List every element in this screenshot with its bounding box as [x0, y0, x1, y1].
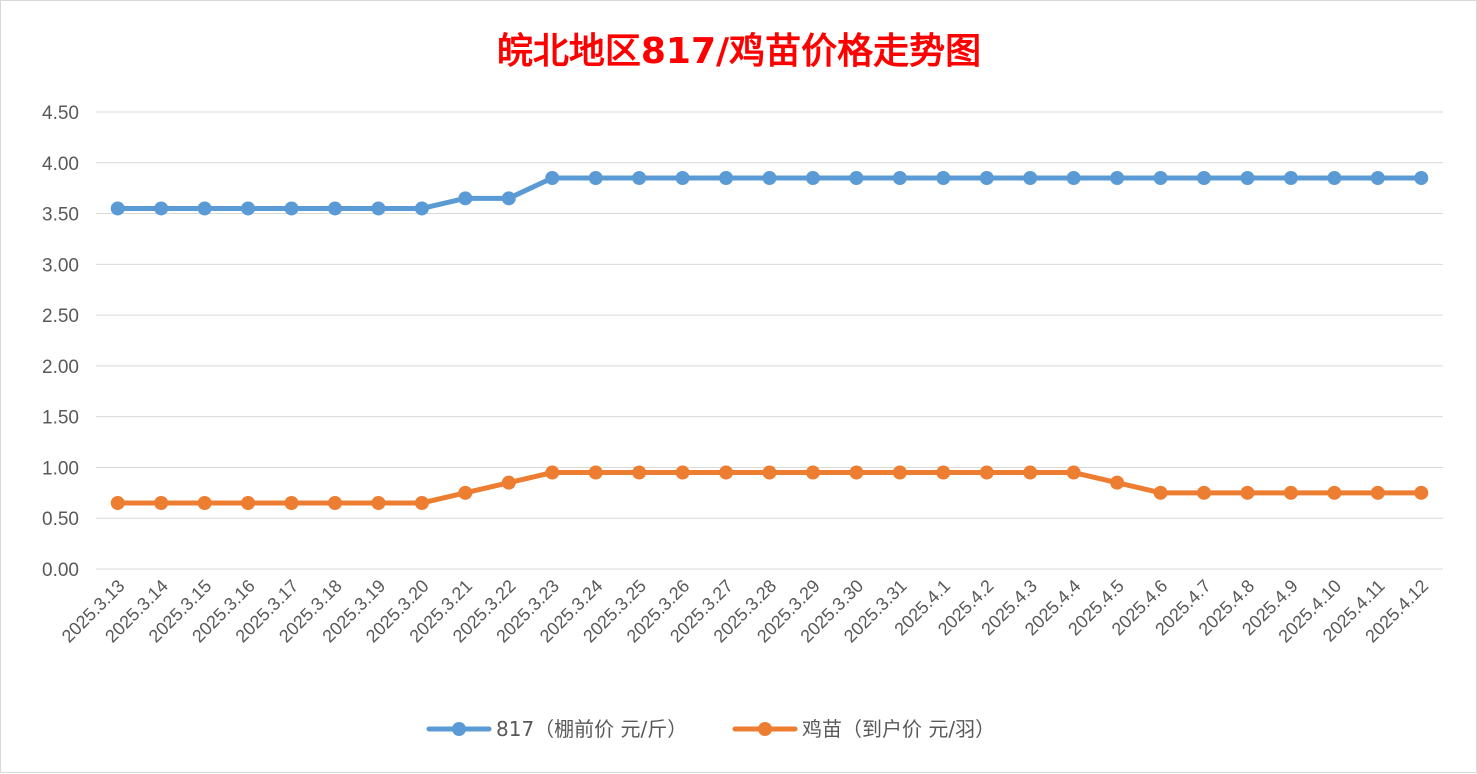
data-point: [892, 171, 907, 186]
data-point: [1023, 171, 1038, 186]
y-tick-label: 1.50: [42, 408, 79, 429]
data-point: [110, 201, 125, 216]
y-axis-ticks: 0.00 0.50 1.00 1.50 2.00 2.50 3.00 3.50 4.00 4.50: [42, 103, 79, 581]
data-point: [1110, 475, 1125, 490]
data-point: [154, 495, 169, 510]
y-tick-label: 0.00: [42, 560, 79, 581]
data-point: [327, 495, 342, 510]
data-point: [1066, 171, 1081, 186]
data-point: [1153, 171, 1168, 186]
data-point: [197, 201, 212, 216]
data-point: [632, 171, 647, 186]
legend-marker: [452, 722, 466, 736]
data-point: [849, 465, 864, 480]
data-point: [241, 201, 256, 216]
data-point: [762, 171, 777, 186]
data-point: [1327, 171, 1342, 186]
data-point: [545, 171, 560, 186]
data-point: [284, 201, 299, 216]
data-point: [110, 495, 125, 510]
data-point: [719, 171, 734, 186]
legend-label: 817（棚前价 元/斤）: [496, 717, 687, 741]
data-point: [1023, 465, 1038, 480]
data-point: [588, 171, 603, 186]
y-tick-label: 1.00: [42, 458, 79, 479]
data-point: [458, 191, 473, 206]
series-group: [110, 171, 1429, 510]
y-tick-label: 4.00: [42, 154, 79, 175]
data-point: [1414, 171, 1429, 186]
data-point: [1414, 485, 1429, 500]
data-point: [936, 171, 951, 186]
data-point: [849, 171, 864, 186]
data-point: [632, 465, 647, 480]
data-point: [371, 201, 386, 216]
y-tick-label: 2.50: [42, 306, 79, 327]
data-point: [936, 465, 951, 480]
data-point: [414, 201, 429, 216]
y-tick-label: 4.50: [42, 103, 79, 124]
data-point: [1370, 171, 1385, 186]
data-point: [154, 201, 169, 216]
data-point: [1240, 171, 1255, 186]
data-point: [371, 495, 386, 510]
data-point: [1197, 485, 1212, 500]
data-point: [458, 485, 473, 500]
data-point: [979, 465, 994, 480]
data-point: [197, 495, 212, 510]
data-point: [805, 465, 820, 480]
data-point: [1110, 171, 1125, 186]
data-point: [805, 171, 820, 186]
data-point: [241, 495, 256, 510]
data-point: [719, 465, 734, 480]
y-tick-label: 3.00: [42, 255, 79, 276]
data-point: [1066, 465, 1081, 480]
data-point: [1327, 485, 1342, 500]
chart-title: 皖北地区817/鸡苗价格走势图: [497, 31, 981, 72]
data-point: [1283, 171, 1298, 186]
data-point: [588, 465, 603, 480]
data-point: [1197, 171, 1212, 186]
y-tick-label: 2.00: [42, 357, 79, 378]
x-axis-ticks: 2025.3.132025.3.142025.3.152025.3.162025…: [58, 576, 1432, 647]
data-point: [501, 475, 516, 490]
gridlines: [96, 111, 1443, 570]
y-tick-label: 3.50: [42, 205, 79, 226]
legend: 817（棚前价 元/斤） 鸡苗（到户价 元/羽）: [426, 717, 995, 741]
data-point: [284, 495, 299, 510]
data-point: [1153, 485, 1168, 500]
data-point: [979, 171, 994, 186]
data-point: [1370, 485, 1385, 500]
data-point: [414, 495, 429, 510]
data-point: [675, 171, 690, 186]
data-point: [1240, 485, 1255, 500]
data-point: [1283, 485, 1298, 500]
data-point: [501, 191, 516, 206]
data-point: [892, 465, 907, 480]
legend-marker: [758, 722, 772, 736]
legend-label: 鸡苗（到户价 元/羽）: [802, 717, 995, 741]
y-tick-label: 0.50: [42, 509, 79, 530]
data-point: [545, 465, 560, 480]
data-point: [675, 465, 690, 480]
data-point: [327, 201, 342, 216]
data-point: [762, 465, 777, 480]
